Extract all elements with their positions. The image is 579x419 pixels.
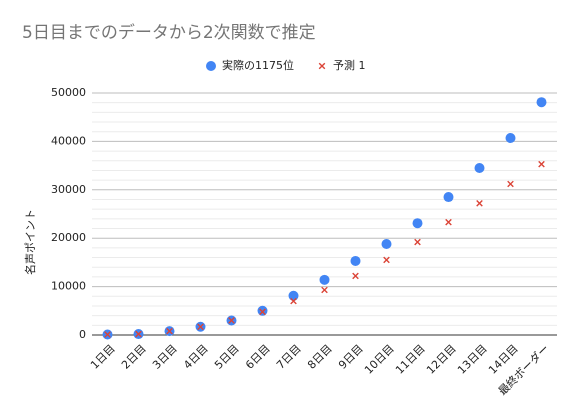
point-stroke	[507, 180, 514, 188]
point-stroke	[259, 308, 266, 316]
point-stroke	[445, 218, 452, 226]
x-tick-label: 7日目	[274, 342, 304, 372]
y-tick-label: 0	[79, 328, 86, 341]
y-tick-label: 20000	[51, 231, 86, 244]
point	[290, 297, 297, 305]
point	[383, 256, 390, 264]
y-tick-label: 30000	[51, 183, 86, 196]
point	[197, 323, 204, 331]
point	[476, 200, 483, 207]
point-stroke	[383, 256, 390, 264]
legend-label: 予測 1	[333, 58, 366, 72]
point-stroke	[321, 286, 328, 294]
point	[505, 133, 516, 144]
legend-marker	[206, 61, 216, 71]
x-tick-label: 11日目	[393, 342, 428, 377]
point-stroke	[197, 323, 204, 331]
point	[538, 160, 545, 168]
x-tick-label: 4日目	[181, 342, 211, 372]
y-tick-label: 40000	[51, 134, 86, 147]
point	[228, 317, 235, 324]
point	[414, 238, 421, 246]
point-stroke	[166, 327, 173, 335]
x-tick-label: 8日目	[305, 342, 335, 372]
point	[352, 272, 359, 280]
x-tick-label: 3日目	[150, 342, 180, 372]
point	[259, 308, 266, 316]
legend-label: 実際の1175位	[222, 58, 294, 72]
point	[135, 330, 142, 338]
x-tick-label: 6日目	[243, 342, 273, 372]
point	[321, 286, 328, 294]
point	[443, 192, 454, 203]
point	[507, 180, 514, 188]
point-stroke	[414, 238, 421, 246]
legend-marker	[318, 62, 326, 70]
point	[288, 290, 299, 301]
point-stroke	[104, 331, 111, 338]
y-tick-label: 10000	[51, 280, 86, 293]
chart-title: 5日目までのデータから2次関数で推定	[22, 22, 316, 43]
point	[319, 274, 330, 285]
point	[536, 97, 547, 108]
x-tick-label: 5日目	[212, 342, 242, 372]
x-tick-label: 10日目	[362, 342, 397, 377]
point	[350, 255, 361, 266]
point	[445, 218, 452, 226]
point	[381, 239, 392, 250]
x-tick-label: 13日目	[455, 342, 490, 377]
y-tick-label: 50000	[51, 86, 86, 99]
point-stroke	[290, 297, 297, 305]
point	[166, 327, 173, 335]
y-axis-label: 名声ポイント	[23, 209, 37, 275]
point-stroke	[352, 272, 359, 280]
legend-marker-stroke	[318, 62, 326, 70]
point-stroke	[476, 200, 483, 207]
x-tick-label: 12日目	[424, 342, 459, 377]
point	[412, 218, 423, 229]
point	[104, 331, 111, 338]
x-tick-label: 2日目	[119, 342, 149, 372]
point	[474, 163, 485, 174]
point-stroke	[135, 330, 142, 338]
x-tick-label: 1日目	[88, 342, 118, 372]
point-stroke	[228, 317, 235, 324]
point-stroke	[538, 160, 545, 168]
